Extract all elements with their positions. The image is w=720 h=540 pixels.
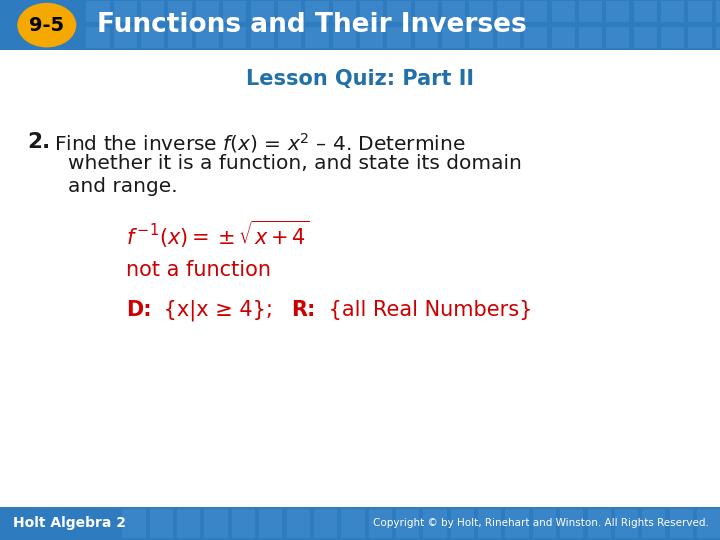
- Bar: [442, 2, 465, 22]
- Text: $f\,^{-1}(x) = \pm\sqrt{x + 4}$: $f\,^{-1}(x) = \pm\sqrt{x + 4}$: [126, 219, 310, 250]
- Bar: [305, 2, 328, 22]
- Text: whether it is a function, and state its domain: whether it is a function, and state its …: [68, 154, 522, 173]
- Bar: [0, 507, 720, 540]
- Text: 2.: 2.: [27, 132, 50, 152]
- Bar: [278, 2, 301, 22]
- Bar: [505, 509, 528, 538]
- Bar: [369, 509, 392, 538]
- Bar: [497, 28, 520, 48]
- Bar: [588, 509, 611, 538]
- Bar: [423, 509, 446, 538]
- Text: Lesson Quiz: Part II: Lesson Quiz: Part II: [246, 69, 474, 90]
- Bar: [168, 28, 192, 48]
- Bar: [204, 509, 228, 538]
- Bar: [533, 509, 556, 538]
- Bar: [333, 28, 356, 48]
- Bar: [341, 509, 364, 538]
- Text: {x|x ≥ 4};: {x|x ≥ 4};: [157, 300, 273, 321]
- Bar: [661, 28, 684, 48]
- Bar: [634, 28, 657, 48]
- Bar: [716, 28, 720, 48]
- Bar: [86, 2, 109, 22]
- Bar: [469, 2, 492, 22]
- Bar: [606, 28, 629, 48]
- Bar: [615, 509, 638, 538]
- Bar: [305, 28, 328, 48]
- Bar: [552, 2, 575, 22]
- Bar: [251, 2, 274, 22]
- Bar: [579, 28, 602, 48]
- Bar: [552, 28, 575, 48]
- Text: Copyright © by Holt, Rinehart and Winston. All Rights Reserved.: Copyright © by Holt, Rinehart and Winsto…: [374, 518, 709, 528]
- Bar: [606, 2, 629, 22]
- Bar: [259, 509, 282, 538]
- Bar: [251, 28, 274, 48]
- Bar: [451, 509, 474, 538]
- Bar: [114, 2, 137, 22]
- Bar: [661, 2, 684, 22]
- Bar: [524, 28, 547, 48]
- Bar: [387, 28, 410, 48]
- Bar: [442, 28, 465, 48]
- Bar: [360, 2, 383, 22]
- Bar: [524, 2, 547, 22]
- Bar: [415, 28, 438, 48]
- Text: R:: R:: [292, 300, 316, 320]
- Text: 9-5: 9-5: [30, 16, 64, 35]
- Bar: [223, 2, 246, 22]
- Bar: [314, 509, 337, 538]
- Bar: [469, 28, 492, 48]
- Text: and range.: and range.: [68, 177, 178, 196]
- Bar: [642, 509, 665, 538]
- Bar: [415, 2, 438, 22]
- Bar: [141, 2, 164, 22]
- Bar: [232, 509, 255, 538]
- Bar: [86, 28, 109, 48]
- Bar: [177, 509, 200, 538]
- Bar: [196, 2, 219, 22]
- Bar: [697, 509, 720, 538]
- Bar: [478, 509, 501, 538]
- Bar: [497, 2, 520, 22]
- Bar: [333, 2, 356, 22]
- Bar: [634, 2, 657, 22]
- Bar: [196, 28, 219, 48]
- Bar: [670, 509, 693, 538]
- Bar: [150, 509, 173, 538]
- Bar: [560, 509, 583, 538]
- Bar: [223, 28, 246, 48]
- Bar: [688, 28, 711, 48]
- Bar: [688, 2, 711, 22]
- Bar: [396, 509, 419, 538]
- Bar: [122, 509, 145, 538]
- Text: {all Real Numbers}: {all Real Numbers}: [322, 300, 532, 320]
- Text: not a function: not a function: [126, 260, 271, 280]
- Text: D:: D:: [126, 300, 152, 320]
- Text: Holt Algebra 2: Holt Algebra 2: [13, 516, 126, 530]
- Bar: [141, 28, 164, 48]
- Bar: [716, 2, 720, 22]
- Circle shape: [18, 3, 76, 47]
- Bar: [0, 0, 720, 50]
- Bar: [287, 509, 310, 538]
- Bar: [168, 2, 192, 22]
- Bar: [278, 28, 301, 48]
- Bar: [114, 28, 137, 48]
- Bar: [360, 28, 383, 48]
- Bar: [579, 2, 602, 22]
- Text: Functions and Their Inverses: Functions and Their Inverses: [97, 12, 527, 38]
- Text: Find the inverse $f$($x$) = $x^{2}$ – 4. Determine: Find the inverse $f$($x$) = $x^{2}$ – 4.…: [54, 131, 466, 154]
- Bar: [387, 2, 410, 22]
